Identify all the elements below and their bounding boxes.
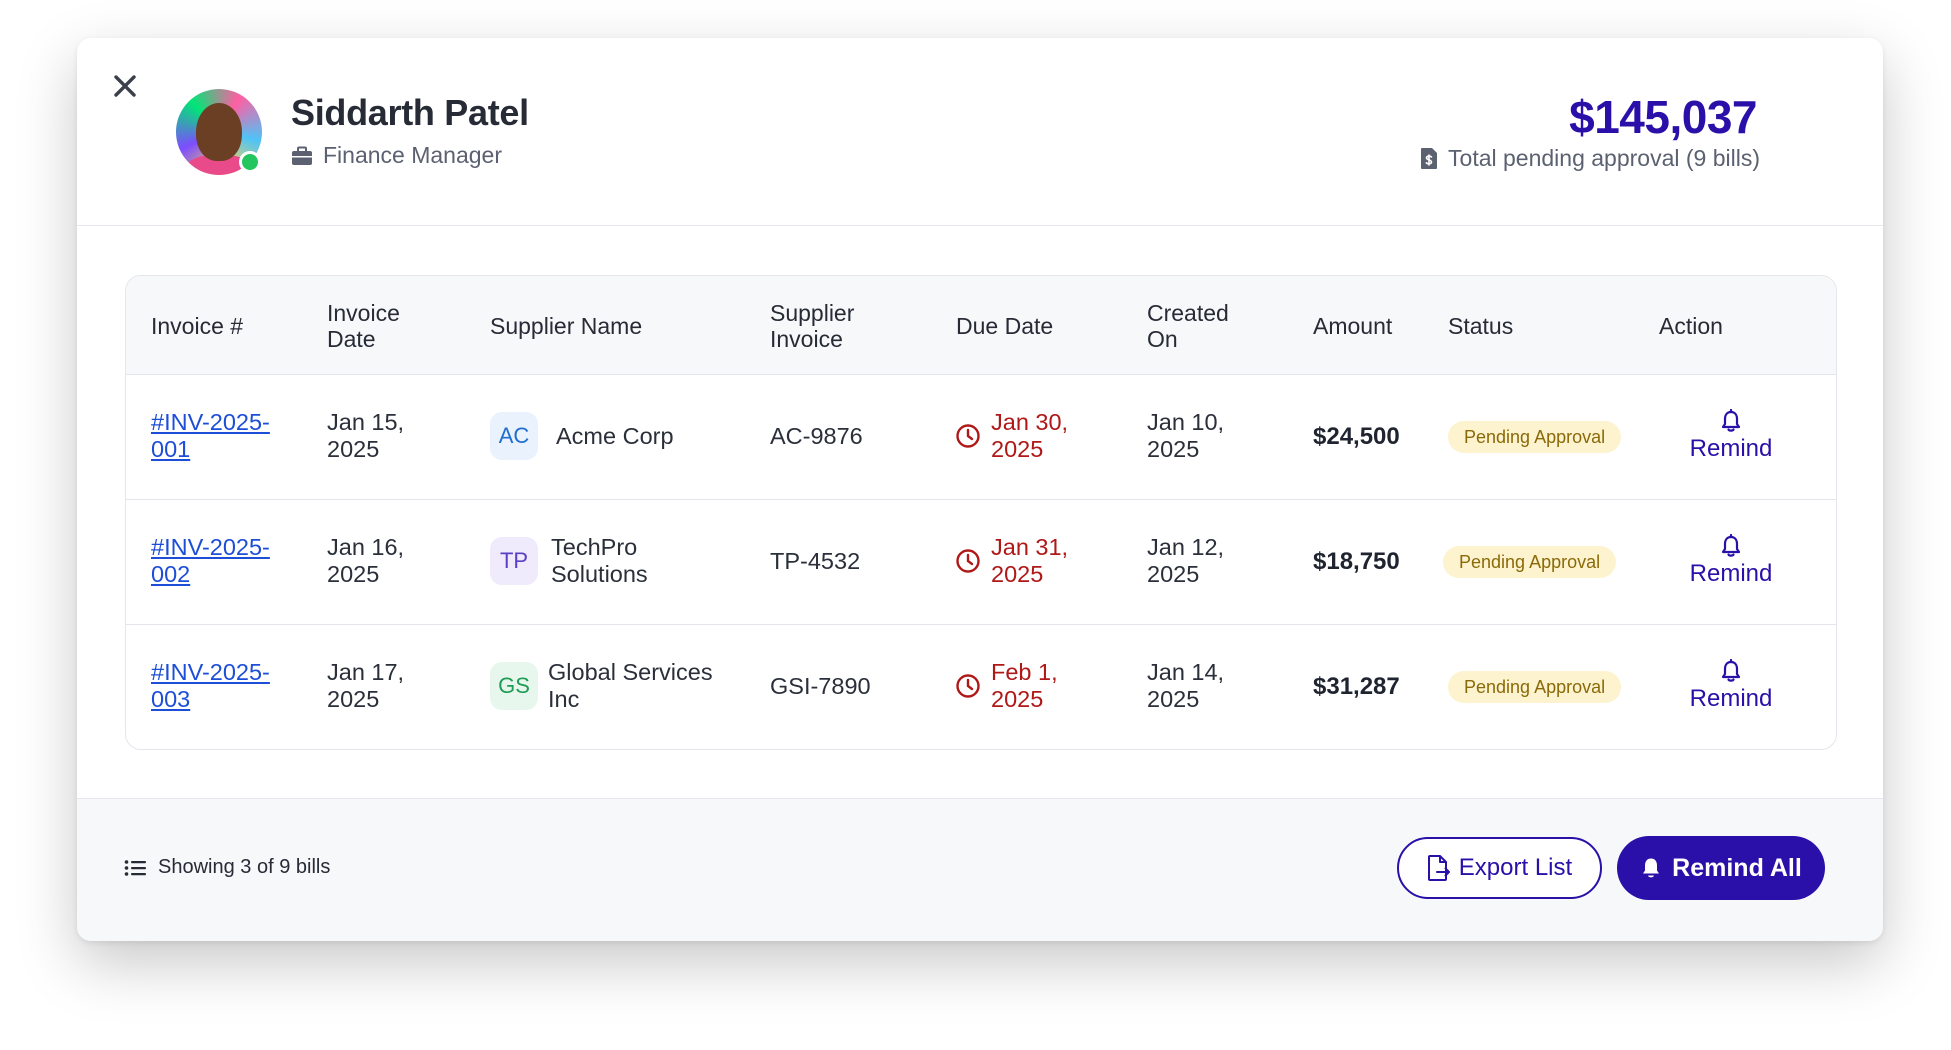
remind-label[interactable]: Remind [1689,560,1773,587]
online-status-indicator [239,151,261,173]
amount: $24,500 [1313,423,1400,450]
user-name: Siddarth Patel [291,92,529,133]
supplier-invoice: GSI-7890 [770,673,871,699]
file-export-icon [1427,855,1450,881]
supplier-invoice: TP-4532 [770,548,861,574]
list-icon [124,859,146,876]
briefcase-icon [292,146,312,165]
due-date: Jan 30, 2025 [955,409,1068,463]
created-on: Jan 12, 2025 [1147,534,1225,587]
due-date: Jan 31, 2025 [955,534,1068,588]
header-action: Action [1659,313,1723,339]
user-role-label: Finance Manager [323,142,502,168]
table-row: #INV-2025- 003 Jan 17, 2025 GS Global Se… [126,625,1836,749]
clock-icon [956,424,980,448]
total-pending-amount: $145,037 [1569,91,1757,143]
bell-icon [1643,858,1660,878]
remind-button[interactable]: Remind [1681,534,1781,588]
remind-button[interactable]: Remind [1681,409,1781,463]
supplier-avatar: GS [490,662,538,710]
supplier-avatar: TP [490,537,538,585]
user-role: Finance Manager [291,142,502,169]
clock-icon [956,674,980,698]
invoice-modal: Siddarth Patel Finance Manager $145,037 … [77,38,1883,941]
header-amount: Amount [1313,313,1393,339]
header-status: Status [1448,313,1514,339]
close-button[interactable] [105,66,145,106]
amount: $18,750 [1313,548,1400,575]
modal-footer: Showing 3 of 9 bills Export List Remind … [77,798,1883,941]
table-row: #INV-2025- 001 Jan 15, 2025 AC Acme Corp… [126,375,1836,500]
remind-button[interactable]: Remind [1681,659,1781,713]
close-icon [114,75,136,97]
created-on: Jan 14, 2025 [1147,659,1225,712]
table-row: #INV-2025- 002 Jan 16, 2025 TP TechPro S… [126,500,1836,625]
avatar [176,89,262,175]
supplier-invoice: AC-9876 [770,423,863,449]
invoice-date: Jan 15, 2025 [327,409,405,462]
supplier-name: Global Services Inc [548,659,713,712]
showing-count: Showing 3 of 9 bills [124,856,330,879]
status-badge: Pending Approval [1448,671,1622,703]
dollar-file-icon [1421,148,1438,169]
header-due-date: Due Date [956,313,1054,339]
status-badge: Pending Approval [1448,421,1622,453]
header-invoice-date: Invoice Date [327,300,400,352]
amount: $31,287 [1313,673,1400,700]
showing-text: Showing 3 of 9 bills [158,856,331,878]
clock-icon [956,549,980,573]
supplier-name: TechPro Solutions [551,534,648,587]
bell-icon [1721,534,1741,557]
export-list-button[interactable]: Export List [1397,837,1602,899]
invoice-date: Jan 16, 2025 [327,534,405,587]
bell-icon [1721,409,1741,432]
invoice-link[interactable]: #INV-2025- 002 [151,534,270,587]
header-created-on: Created On [1147,300,1229,352]
due-date: Feb 1, 2025 [955,659,1058,713]
header-supplier-name: Supplier Name [490,313,643,339]
modal-header: Siddarth Patel Finance Manager $145,037 … [77,38,1883,226]
export-list-label[interactable]: Export List [1458,854,1573,881]
invoice-table: Invoice # Invoice Date Supplier Name Sup… [125,275,1837,750]
invoice-link[interactable]: #INV-2025- 003 [151,659,270,712]
total-pending-text: Total pending approval (9 bills) [1448,145,1760,171]
bell-icon [1721,659,1741,682]
remind-all-button[interactable]: Remind All [1617,836,1825,900]
status-badge: Pending Approval [1443,546,1617,578]
remind-label[interactable]: Remind [1689,435,1773,462]
header-supplier-invoice: Supplier Invoice [770,300,855,352]
invoice-date: Jan 17, 2025 [327,659,405,712]
created-on: Jan 10, 2025 [1147,409,1225,462]
header-invoice: Invoice # [151,313,244,339]
supplier-avatar: AC [490,412,538,460]
remind-all-label[interactable]: Remind All [1672,853,1802,882]
total-pending-label: Total pending approval (9 bills) [1420,145,1760,172]
invoice-link[interactable]: #INV-2025- 001 [151,409,270,462]
supplier-name: Acme Corp [556,423,674,449]
remind-label[interactable]: Remind [1689,685,1773,712]
table-header: Invoice # Invoice Date Supplier Name Sup… [126,276,1836,375]
